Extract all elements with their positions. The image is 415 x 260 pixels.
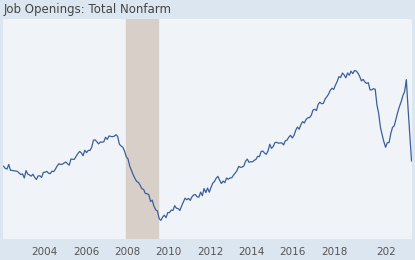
- Text: Job Openings: Total Nonfarm: Job Openings: Total Nonfarm: [3, 3, 171, 16]
- Bar: [126, 19, 159, 239]
